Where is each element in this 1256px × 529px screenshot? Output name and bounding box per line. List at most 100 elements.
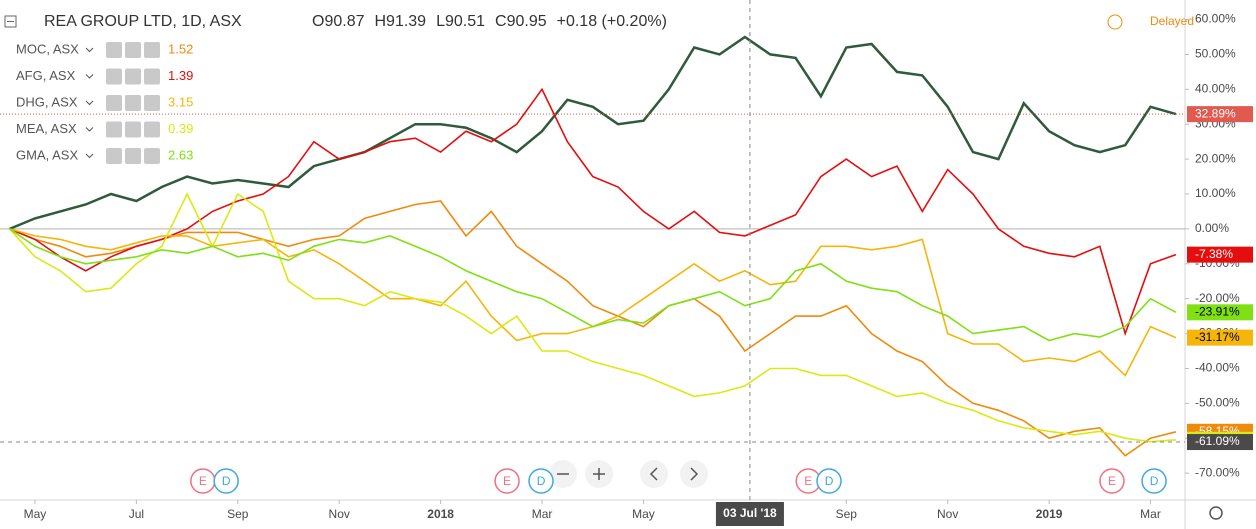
last-value-label: -31.17% <box>1195 330 1240 344</box>
x-tick-label: Jul <box>129 507 144 521</box>
last-value-label: -7.38% <box>1195 247 1233 261</box>
x-tick-label: Mar <box>532 507 553 521</box>
nav-buttons <box>549 460 708 488</box>
legend-button <box>125 68 141 85</box>
x-tick-label: Sep <box>227 507 249 521</box>
ohlc-value: +0.18 (+0.20%) <box>557 13 667 30</box>
legend-dropdown <box>85 153 94 159</box>
x-tick-label: Sep <box>836 507 858 521</box>
ohlc-value: O90.87 <box>312 13 365 30</box>
crosshair-y-label: -61.09% <box>1195 434 1240 448</box>
legend-name: MEA, ASX <box>16 121 77 136</box>
legend-price: 2.63 <box>168 147 193 162</box>
ohlc-value: C90.95 <box>495 13 547 30</box>
y-tick-label: 50.00% <box>1195 47 1236 61</box>
settings-icon[interactable] <box>1209 506 1223 520</box>
status-icon <box>1107 14 1123 30</box>
legend-dropdown <box>85 127 94 132</box>
series-line <box>9 192 1176 443</box>
legend-price: 1.39 <box>168 68 193 83</box>
event-marker <box>213 468 239 494</box>
x-tick-label: 2018 <box>427 507 454 521</box>
legend-button <box>106 95 122 111</box>
event-marker <box>494 468 520 494</box>
scroll-left[interactable] <box>640 460 668 488</box>
event-label: D <box>825 474 834 488</box>
event-label: E <box>804 474 812 488</box>
y-tick-label: -40.00% <box>1195 361 1240 375</box>
x-tick-label: May <box>24 507 47 521</box>
legend-button <box>144 148 160 164</box>
legend-button <box>106 121 122 138</box>
legend-button <box>106 42 122 58</box>
crosshair-x-box <box>715 502 784 526</box>
collapse-icon[interactable] <box>4 15 17 28</box>
series-line <box>9 35 1177 231</box>
last-value-box <box>1187 246 1253 263</box>
y-tick-label: 10.00% <box>1195 186 1236 200</box>
series-line <box>9 200 1177 457</box>
legend-button <box>106 68 122 85</box>
event-marker <box>1099 468 1125 494</box>
ohlc-value: L90.51 <box>436 13 485 30</box>
legend-name: DHG, ASX <box>16 94 78 109</box>
event-marker <box>528 468 554 494</box>
scroll-right[interactable] <box>680 460 708 488</box>
legend-button <box>106 148 122 164</box>
last-value-label: -23.91% <box>1195 304 1240 318</box>
crosshair-x-label: 03 Jul '18 <box>723 506 777 520</box>
event-label: E <box>1108 474 1116 488</box>
zoom-in-icon <box>593 468 605 480</box>
event-label: D <box>1150 474 1159 488</box>
legend-dropdown <box>85 74 94 79</box>
ohlc-value: H91.39 <box>374 13 426 30</box>
last-value-box <box>1187 106 1253 123</box>
last-value-label: 32.89% <box>1195 106 1236 120</box>
y-tick-label: 60.00% <box>1195 12 1236 26</box>
series-line <box>9 228 1177 342</box>
event-label: D <box>537 474 546 488</box>
legend-button <box>144 68 160 85</box>
y-tick-label: -70.00% <box>1195 465 1240 479</box>
last-value-box <box>1187 304 1253 321</box>
y-tick-label: 40.00% <box>1195 81 1236 95</box>
y-tick-label: 20.00% <box>1195 151 1236 165</box>
last-value-box <box>1187 329 1253 346</box>
legend-dropdown <box>85 100 94 106</box>
legend-price: 3.15 <box>168 94 193 109</box>
legend-name: AFG, ASX <box>16 68 76 83</box>
ohlc: O90.87 H91.39 L90.51 C90.95 +0.18 (+0.20%) <box>312 13 667 30</box>
y-tick-label: -50.00% <box>1195 396 1240 410</box>
x-tick-label: Nov <box>329 507 350 521</box>
x-tick-label: May <box>632 507 655 521</box>
legend-name: GMA, ASX <box>16 147 78 162</box>
legend-button <box>125 42 141 58</box>
legend-button <box>144 42 160 58</box>
legend-button <box>125 148 141 164</box>
crosshair-y-box <box>1187 434 1253 451</box>
x-tick-label: Mar <box>1140 507 1161 521</box>
event-label: D <box>222 474 231 488</box>
event-label: E <box>503 474 511 488</box>
y-tick-label: -20.00% <box>1195 291 1240 305</box>
event-marker <box>816 468 842 494</box>
legend-price: 1.52 <box>168 41 193 56</box>
scroll-right-icon <box>690 467 699 481</box>
legend-button <box>144 95 160 111</box>
legend-price: 0.39 <box>168 121 193 136</box>
series-line <box>9 87 1177 337</box>
x-tick-label: Nov <box>937 507 958 521</box>
scroll-left-icon <box>649 467 658 481</box>
event-marker <box>1141 468 1167 494</box>
legend-button <box>125 121 141 138</box>
legend-name: MOC, ASX <box>16 41 79 56</box>
event-label: E <box>199 474 207 488</box>
legend-button <box>144 121 160 138</box>
y-tick-label: 0.00% <box>1195 221 1229 235</box>
x-tick-label: 2019 <box>1036 507 1063 521</box>
legend-button <box>125 95 141 111</box>
symbol-title: REA GROUP LTD, 1D, ASX <box>44 13 242 30</box>
legend-dropdown <box>85 47 94 53</box>
